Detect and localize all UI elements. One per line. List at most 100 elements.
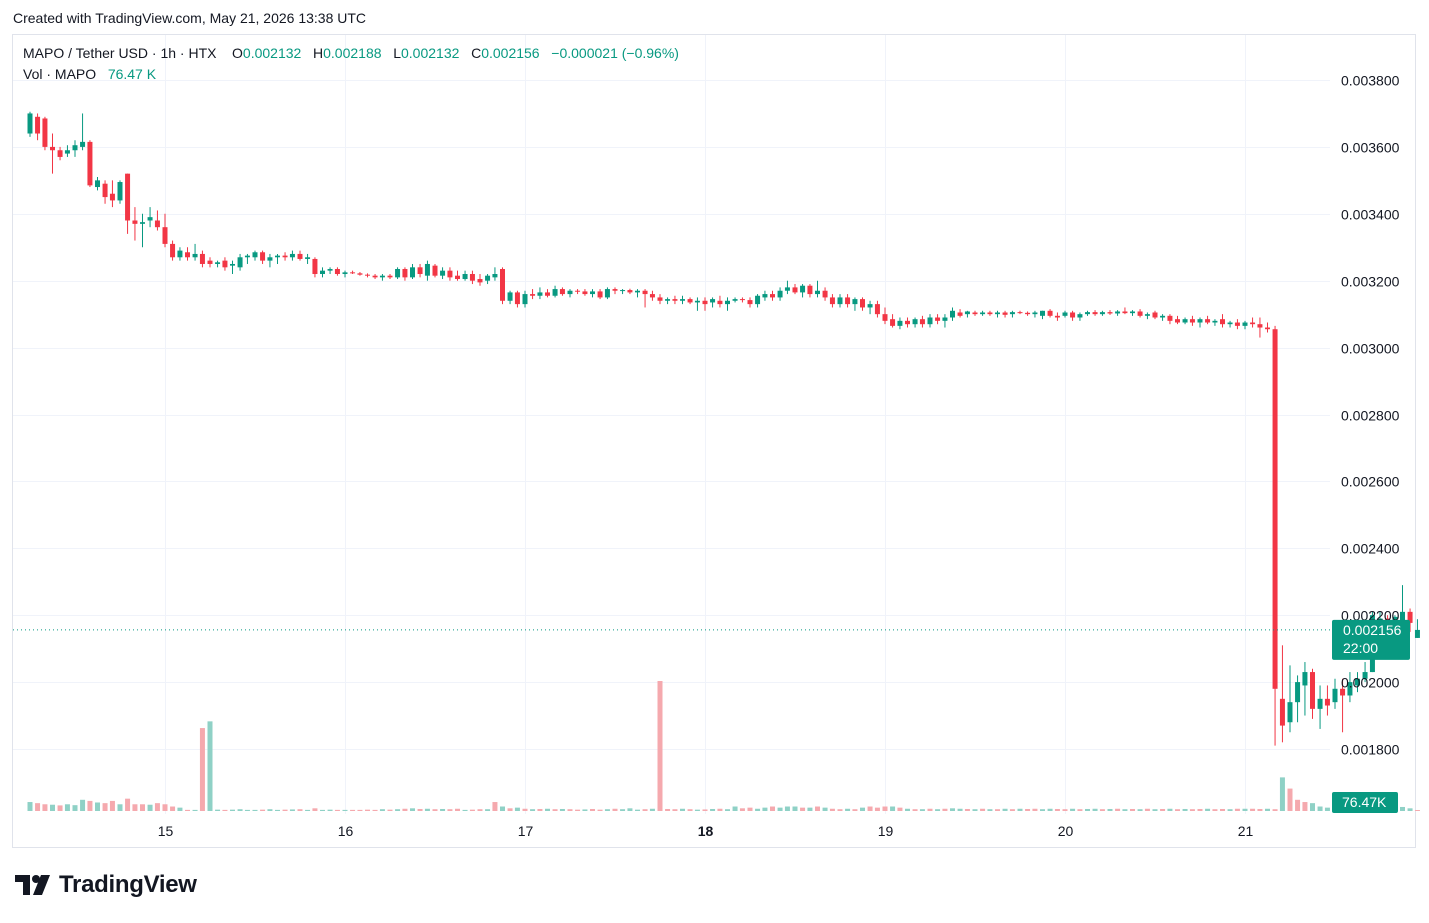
volume-badge-value: 76.47K <box>1342 794 1387 810</box>
candle-body <box>1152 312 1158 318</box>
volume-bar <box>702 809 708 811</box>
candle <box>1054 312 1060 321</box>
candle <box>590 289 595 298</box>
volume-bar <box>1152 809 1158 811</box>
candle-body <box>1085 312 1090 315</box>
volume-bar <box>717 808 723 811</box>
volume-legend[interactable]: Vol · MAPO 76.47 K <box>23 66 156 82</box>
volume-bar <box>1077 809 1083 811</box>
candle <box>387 274 393 280</box>
candle-body <box>244 255 250 258</box>
time-tick-label: 15 <box>158 823 174 839</box>
volume-bar <box>252 809 258 811</box>
candle-body <box>379 275 385 278</box>
candle <box>1310 668 1315 719</box>
volume-bar <box>57 805 63 811</box>
candle <box>995 310 1000 318</box>
candle <box>1077 312 1083 321</box>
candle-body <box>132 220 138 224</box>
candle <box>1107 310 1113 315</box>
candle <box>964 310 970 318</box>
candle <box>672 295 678 305</box>
candle-body <box>1355 678 1360 686</box>
price-tick-label: 0.002800 <box>1341 408 1400 424</box>
candle <box>837 294 843 308</box>
candle-body <box>372 275 378 278</box>
candle <box>747 297 753 308</box>
candle-body <box>770 294 775 298</box>
candle-body <box>410 267 415 278</box>
volume-bar <box>1122 809 1128 811</box>
candle <box>342 270 348 278</box>
tradingview-logo[interactable]: TradingView <box>15 871 197 899</box>
volume-bar <box>424 808 430 811</box>
volume-bar <box>620 809 626 811</box>
candle <box>469 270 475 285</box>
candle <box>447 267 453 281</box>
volume-bar <box>357 809 363 811</box>
candle <box>1040 310 1045 320</box>
candle-body <box>1205 319 1211 323</box>
volume-bar <box>964 808 970 811</box>
candle <box>657 294 663 305</box>
price-tick-label: 0.003800 <box>1341 73 1400 89</box>
candle <box>1317 685 1323 729</box>
candle-body <box>260 252 266 261</box>
candle <box>500 267 505 305</box>
volume-bar <box>455 808 460 811</box>
volume-bar <box>567 809 573 811</box>
volume-bar <box>1047 808 1053 811</box>
candle <box>612 287 618 295</box>
candle <box>807 284 813 298</box>
candle-body <box>957 312 963 316</box>
open-value: 0.002132 <box>242 45 302 61</box>
candle-body <box>987 312 993 315</box>
volume-bar <box>1414 810 1420 811</box>
candle <box>1130 310 1135 316</box>
candle <box>417 263 423 278</box>
candle-body <box>455 275 460 280</box>
volume-bar <box>912 809 918 811</box>
candle-body <box>1189 319 1195 323</box>
candle <box>27 111 33 137</box>
candle-body <box>327 268 333 271</box>
candle-body <box>334 268 340 275</box>
volume-bar <box>109 800 115 811</box>
volume-bar <box>1182 808 1188 811</box>
volume-bar <box>867 806 873 811</box>
price-candles <box>27 111 1420 746</box>
candle-body <box>1070 312 1076 318</box>
candle <box>1414 619 1420 638</box>
candle-body <box>320 270 325 275</box>
candle <box>710 297 716 308</box>
candle-body <box>507 292 513 301</box>
volume-bar <box>950 808 955 811</box>
candle <box>95 177 100 191</box>
symbol-title[interactable]: MAPO / Tether USD · 1h · HTX <box>23 45 217 61</box>
volume-bar <box>1197 808 1203 811</box>
volume-bar <box>1287 788 1293 811</box>
candle <box>845 294 851 308</box>
volume-bar <box>117 804 123 811</box>
candle <box>649 290 655 301</box>
candle <box>357 272 363 276</box>
volume-bar <box>275 809 280 811</box>
volume-bar <box>185 809 190 811</box>
candle <box>485 274 491 285</box>
price-axis[interactable]: 0.003800 0.003600 0.003400 0.003200 0.003000… <box>1341 73 1400 758</box>
volume-bar <box>215 809 221 811</box>
candle <box>874 300 880 318</box>
volume-bar <box>1085 808 1090 811</box>
candle-body <box>477 279 483 283</box>
candle-body <box>440 270 446 276</box>
candle-body <box>485 275 491 281</box>
candle <box>919 315 925 328</box>
time-axis[interactable]: 15 16 17 18 19 20 21 <box>158 823 1254 839</box>
candle-body <box>514 292 520 305</box>
volume-bar <box>777 807 783 811</box>
ohlc-legend[interactable]: MAPO / Tether USD · 1h · HTX O0.002132 H… <box>23 45 679 61</box>
candle <box>912 317 918 328</box>
candle <box>1144 312 1150 320</box>
candle <box>1272 325 1278 746</box>
